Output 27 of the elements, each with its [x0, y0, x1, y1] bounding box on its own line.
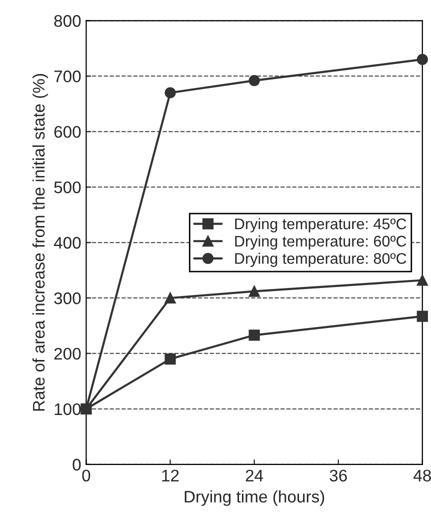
point: [164, 292, 176, 304]
point: [416, 274, 428, 286]
x-tick-label: 12: [162, 470, 179, 482]
point: [164, 87, 176, 98]
y-tick-label: 600: [54, 126, 81, 138]
x-axis-title: Drying time (hours): [184, 490, 324, 506]
y-tick-label: 200: [54, 348, 81, 360]
y-tick-label: 400: [54, 236, 81, 249]
point: [248, 74, 260, 86]
y-axis-title: Rate of area increase from the initial state (%): [32, 74, 48, 411]
y-tick-label: 0: [72, 458, 81, 471]
point: [248, 286, 260, 297]
y-tick-label: 800: [54, 15, 81, 27]
y-tick-label: 500: [54, 181, 81, 194]
legend-label: Drying temperature: 80ºC: [235, 252, 406, 267]
x-tick-label: 0: [82, 470, 90, 482]
y-tick-label: 300: [54, 292, 81, 304]
point: [416, 310, 428, 322]
point: [164, 353, 176, 365]
point: [248, 330, 260, 341]
y-tick-label: 700: [54, 70, 81, 82]
legend-label: Drying temperature: 45ºC: [235, 218, 406, 232]
x-tick-label: 24: [246, 470, 264, 482]
x-tick-label: 36: [330, 470, 347, 482]
point: [416, 54, 428, 66]
x-tick-label: 48: [413, 470, 431, 482]
legend-label: Drying temperature: 60ºC: [235, 235, 406, 250]
